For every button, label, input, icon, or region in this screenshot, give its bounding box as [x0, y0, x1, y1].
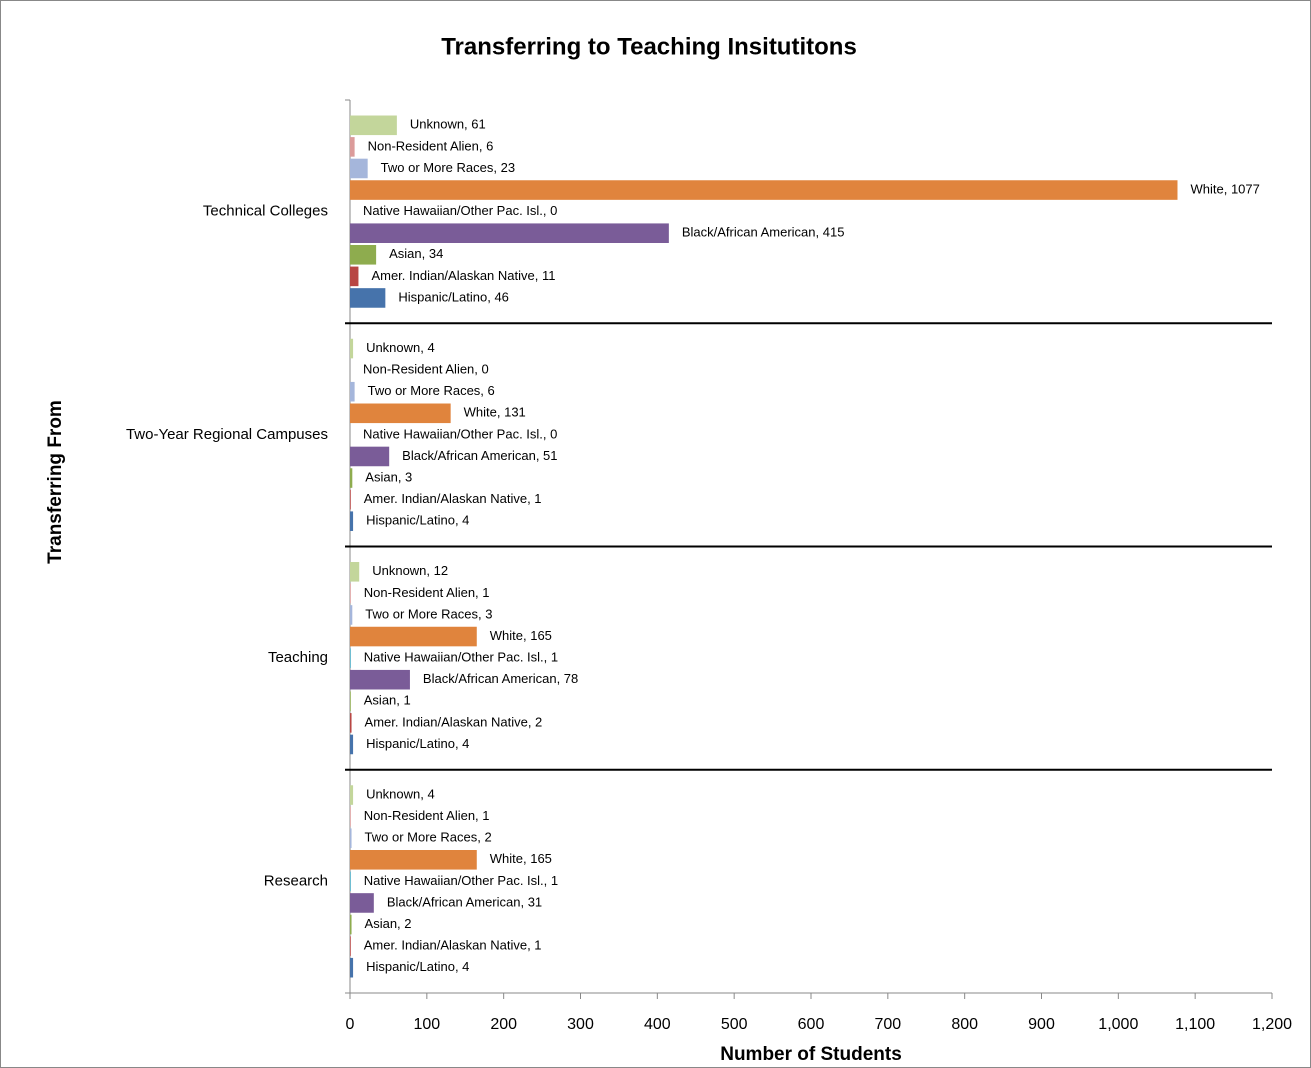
bar: [350, 785, 354, 805]
bar: [350, 223, 669, 243]
data-label: Amer. Indian/Alaskan Native, 1: [364, 491, 542, 506]
bar: [350, 180, 1178, 200]
bar: [350, 957, 354, 978]
bar: [350, 137, 355, 157]
bar: [350, 605, 353, 625]
data-label: Two or More Races, 3: [365, 606, 492, 621]
data-label: Non-Resident Alien, 1: [364, 808, 490, 823]
bar: [350, 871, 351, 892]
data-label: Asian, 34: [389, 246, 443, 261]
data-label: Non-Resident Alien, 0: [363, 362, 489, 377]
data-label: Native Hawaiian/Other Pac. Isl., 0: [363, 203, 557, 218]
data-label: Black/African American, 415: [682, 225, 845, 240]
data-label: Black/African American, 31: [387, 894, 542, 909]
x-tick-label: 1,100: [1175, 1016, 1215, 1033]
bar: [350, 914, 352, 935]
data-label: Unknown, 12: [372, 563, 448, 578]
x-tick-label: 1,200: [1252, 1016, 1292, 1033]
bar: [350, 828, 352, 849]
bar: [350, 850, 477, 870]
bar: [350, 244, 377, 265]
bar: [350, 626, 477, 647]
x-tick-label: 400: [644, 1016, 671, 1033]
data-label: White, 165: [490, 851, 552, 866]
data-label: Unknown, 4: [366, 786, 435, 801]
data-label: Amer. Indian/Alaskan Native, 1: [364, 938, 542, 953]
bar: [350, 468, 353, 488]
data-label: Black/African American, 78: [423, 671, 578, 686]
bar: [350, 158, 368, 179]
x-tick-label: 0: [346, 1016, 355, 1033]
bar: [350, 562, 360, 582]
x-tick-label: 1,000: [1098, 1016, 1138, 1033]
chart-title: Transferring to Teaching Insitutitons: [441, 33, 857, 60]
x-tick-label: 900: [1028, 1016, 1055, 1033]
bar: [350, 338, 354, 359]
data-label: Asian, 1: [364, 693, 411, 708]
bar: [350, 713, 352, 733]
data-label: Native Hawaiian/Other Pac. Isl., 1: [364, 873, 558, 888]
bar: [350, 734, 354, 755]
bar: [350, 489, 351, 510]
data-label: Black/African American, 51: [402, 448, 557, 463]
x-tick-label: 300: [567, 1016, 594, 1033]
bar: [350, 446, 390, 467]
category-label: Teaching: [268, 649, 328, 666]
data-label: White, 165: [490, 628, 552, 643]
x-tick-label: 800: [951, 1016, 978, 1033]
data-label: Unknown, 4: [366, 340, 435, 355]
data-label: White, 1077: [1190, 181, 1259, 196]
bar: [350, 893, 374, 913]
x-tick-label: 700: [874, 1016, 901, 1033]
category-label: Technical Colleges: [203, 203, 328, 220]
category-label: Research: [264, 872, 328, 889]
data-label: Unknown, 61: [410, 117, 486, 132]
data-label: White, 131: [464, 405, 526, 420]
category-label: Two-Year Regional Campuses: [126, 426, 328, 443]
bar: [350, 806, 351, 827]
bar: [350, 936, 351, 956]
data-label: Amer. Indian/Alaskan Native, 11: [371, 268, 555, 283]
x-axis-title: Number of Students: [720, 1044, 902, 1065]
x-tick-label: 600: [798, 1016, 825, 1033]
data-label: Non-Resident Alien, 6: [368, 138, 494, 153]
bar: [350, 115, 397, 136]
data-label: Amer. Indian/Alaskan Native, 2: [365, 714, 543, 729]
data-label: Hispanic/Latino, 4: [366, 513, 469, 528]
data-label: Native Hawaiian/Other Pac. Isl., 0: [363, 426, 557, 441]
data-label: Hispanic/Latino, 4: [366, 959, 469, 974]
bar: [350, 511, 354, 531]
bar: [350, 381, 355, 402]
data-label: Hispanic/Latino, 46: [398, 289, 509, 304]
bar: [350, 403, 451, 424]
data-label: Non-Resident Alien, 1: [364, 585, 490, 600]
data-label: Asian, 2: [365, 916, 412, 931]
bar: [350, 669, 410, 690]
bar: [350, 691, 351, 712]
data-label: Two or More Races, 23: [381, 160, 515, 175]
y-axis-title: Transferring From: [45, 400, 66, 564]
bar: [350, 266, 359, 287]
bar: [350, 583, 351, 604]
data-label: Two or More Races, 2: [365, 830, 492, 845]
bar: [350, 288, 386, 308]
x-tick-label: 100: [413, 1016, 440, 1033]
x-tick-label: 500: [721, 1016, 748, 1033]
data-label: Hispanic/Latino, 4: [366, 736, 469, 751]
data-label: Native Hawaiian/Other Pac. Isl., 1: [364, 650, 558, 665]
data-label: Two or More Races, 6: [368, 383, 495, 398]
x-tick-label: 200: [490, 1016, 517, 1033]
data-label: Asian, 3: [365, 469, 412, 484]
bar: [350, 648, 351, 668]
